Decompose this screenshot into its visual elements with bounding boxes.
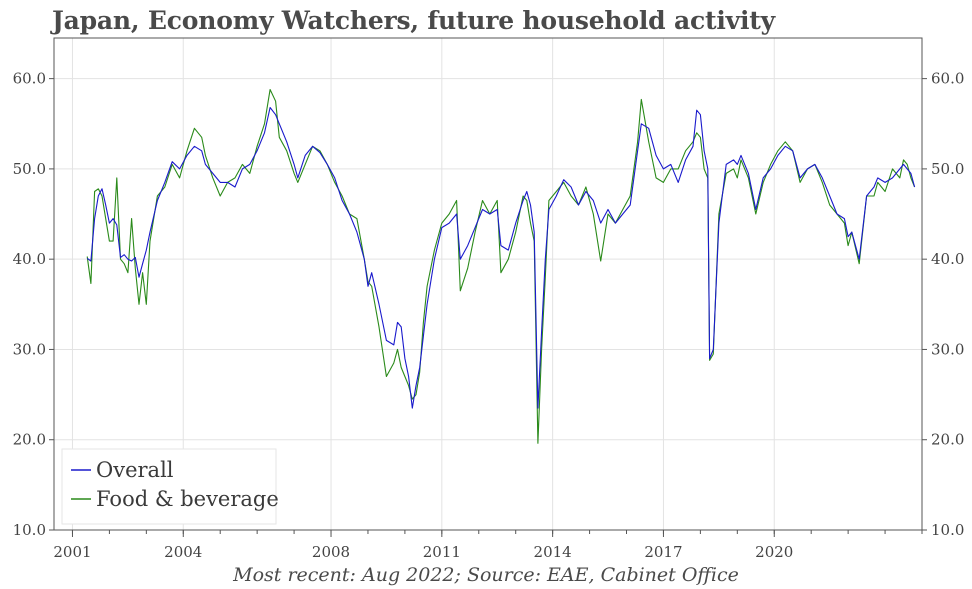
y-tick-label-left: 40.0 xyxy=(13,250,46,268)
y-tick-label-right: 50.0 xyxy=(931,160,964,178)
series-line-overall xyxy=(86,106,916,409)
x-tick-label: 2020 xyxy=(755,543,793,561)
series-layer xyxy=(86,88,916,444)
x-tick-label: 2014 xyxy=(534,543,572,561)
y-tick-label-left: 30.0 xyxy=(13,340,46,358)
y-tick-label-left: 50.0 xyxy=(13,160,46,178)
x-tick-label: 2001 xyxy=(53,543,91,561)
y-tick-label-right: 10.0 xyxy=(931,521,964,539)
y-tick-label-right: 20.0 xyxy=(931,431,964,449)
y-tick-label-left: 10.0 xyxy=(13,521,46,539)
legend-label: Overall xyxy=(96,458,174,482)
legend-label: Food & beverage xyxy=(96,487,279,511)
y-tick-label-right: 40.0 xyxy=(931,250,964,268)
chart-title: Japan, Economy Watchers, future househol… xyxy=(52,6,775,35)
x-tick-label: 2011 xyxy=(423,543,461,561)
y-tick-label-right: 60.0 xyxy=(931,70,964,88)
x-tick-label: 2017 xyxy=(644,543,682,561)
y-tick-label-left: 20.0 xyxy=(13,431,46,449)
plot-frame xyxy=(53,37,923,531)
x-tick-label: 2004 xyxy=(164,543,202,561)
y-tick-label-right: 30.0 xyxy=(931,340,964,358)
y-tick-label-left: 60.0 xyxy=(13,70,46,88)
axes: 10.0 10.0 20.0 20.0 30.0 30.0 40.0 40.0 50.0 50.0… xyxy=(13,37,964,561)
x-tick-label: 2008 xyxy=(312,543,350,561)
series-line-food-beverage xyxy=(86,88,916,444)
gridlines xyxy=(54,38,922,531)
legend-box xyxy=(61,448,277,525)
source-note: Most recent: Aug 2022; Source: EAE, Cabi… xyxy=(233,564,739,586)
legend: Overall Food & beverage xyxy=(61,448,279,525)
